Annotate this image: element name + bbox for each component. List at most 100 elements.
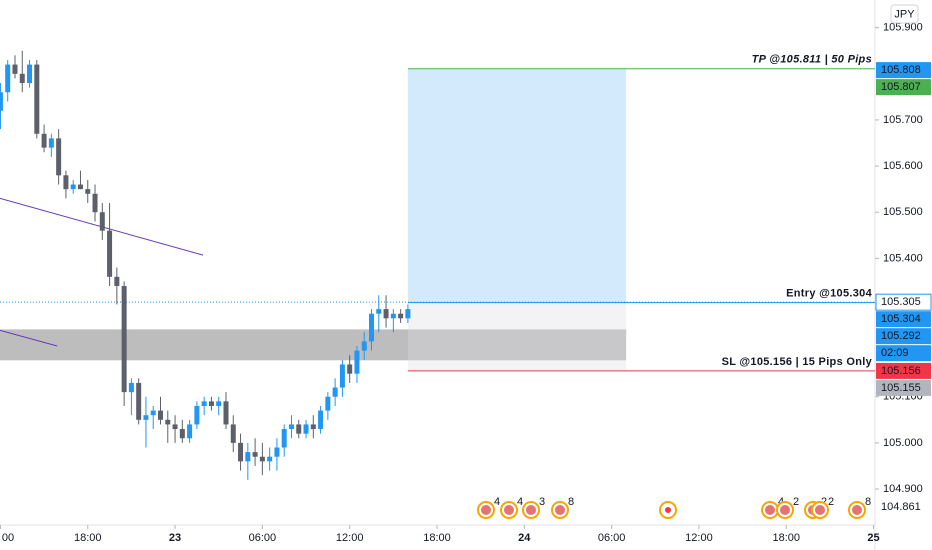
candle-body: [267, 456, 273, 462]
event-count: 2: [828, 496, 834, 508]
y-tick-label: 105.600: [883, 160, 923, 172]
candle-body: [230, 424, 236, 443]
candle-body: [281, 429, 287, 448]
candle-body: [0, 92, 3, 111]
loss-box: [407, 302, 627, 371]
candle-body: [310, 424, 316, 430]
price-label: 105.807: [881, 81, 921, 93]
price-label-box: [876, 379, 931, 396]
price-label-box: [875, 293, 932, 311]
event-flag: [780, 505, 790, 515]
candle-body: [27, 64, 33, 84]
candle-body: [376, 309, 382, 314]
event-count: 2: [821, 496, 827, 508]
candle-body: [128, 382, 134, 393]
candle-body: [19, 73, 25, 84]
candle-body: [5, 64, 11, 93]
currency-box[interactable]: [890, 4, 919, 24]
candle-body: [70, 184, 76, 190]
candle-body: [12, 64, 18, 74]
candle-body: [259, 456, 265, 462]
candle-body: [223, 401, 229, 425]
candle-body: [288, 424, 294, 430]
price-label-box: [876, 311, 931, 328]
candle-body: [339, 364, 345, 388]
x-tick-label: 06:00: [249, 532, 277, 544]
countdown: 02:09: [881, 347, 909, 359]
candle-body: [325, 396, 331, 411]
price-label-box: [876, 499, 931, 516]
x-tick-label: 12:00: [685, 532, 713, 544]
candle-body: [361, 341, 367, 351]
event-count: 8: [568, 496, 574, 508]
event-flag: [555, 505, 565, 515]
candle-body: [274, 447, 280, 457]
candle-body: [383, 309, 389, 319]
candle-body: [405, 309, 411, 319]
candle-body: [63, 175, 69, 190]
candle-body: [245, 452, 251, 462]
price-label: 105.155: [881, 382, 921, 394]
y-tick-label: 105.700: [883, 114, 923, 126]
candle-body: [172, 424, 178, 430]
event-flag: [504, 505, 514, 515]
candle-body: [347, 364, 353, 374]
price-label: 105.156: [881, 365, 921, 377]
sl-label: SL @105.156 | 15 Pips Only: [722, 356, 873, 368]
event-flag: [815, 505, 825, 515]
price-label-box: [876, 79, 931, 96]
x-tick-label: 25: [867, 532, 879, 544]
event-flag: [852, 505, 862, 515]
candle-body: [92, 193, 98, 213]
event-count: 4: [778, 496, 784, 508]
candle-body: [85, 189, 91, 194]
candle-body: [77, 184, 83, 190]
countdown-box: [876, 345, 931, 362]
profit-box: [407, 68, 627, 303]
y-tick-label: 105.900: [883, 22, 923, 34]
price-label: 105.292: [881, 330, 921, 342]
currency: JPY: [894, 8, 915, 20]
entry-label: Entry @105.304: [786, 288, 872, 300]
candle-body: [179, 429, 185, 439]
candle-body: [354, 350, 360, 374]
candle-body: [398, 313, 404, 319]
event-count: 4: [494, 496, 500, 508]
price-label-box: [876, 328, 931, 345]
y-tick-label: 105.500: [883, 206, 923, 218]
x-tick-label: 06:00: [598, 532, 626, 544]
candle-body: [187, 424, 193, 439]
event-count: 2: [793, 496, 799, 508]
price-label: 104.861: [881, 501, 921, 513]
event-count: 8: [865, 496, 871, 508]
x-tick-label: 18:00: [74, 532, 102, 544]
candle-body: [165, 419, 171, 425]
y-tick-label: 104.900: [883, 483, 923, 495]
candle-body: [318, 410, 324, 430]
x-tick-label: 18:00: [772, 532, 800, 544]
x-tick-label: 00: [2, 532, 14, 544]
candle-body: [252, 452, 258, 457]
x-tick-label: 12:00: [336, 532, 364, 544]
candle-body: [56, 138, 62, 176]
candle-body: [34, 64, 40, 134]
event-flag: [526, 505, 536, 515]
candle-body: [121, 286, 127, 393]
candle-body: [41, 133, 47, 148]
tp-label: TP @105.811 | 50 Pips: [752, 54, 872, 66]
event-dot: [665, 507, 671, 513]
event-flag: [765, 505, 775, 515]
candle-body: [158, 410, 164, 420]
candle-body: [332, 387, 338, 397]
candle-body: [99, 212, 105, 231]
event-count: 3: [539, 496, 545, 508]
y-tick-label: 105.400: [883, 252, 923, 264]
candle-body: [194, 405, 200, 425]
candle-body: [150, 410, 156, 416]
price-label: 105.304: [881, 313, 921, 325]
candle-body: [238, 442, 244, 462]
candle-body: [136, 382, 142, 420]
price-label: 105.808: [881, 64, 921, 76]
y-tick-label: 105.000: [883, 437, 923, 449]
